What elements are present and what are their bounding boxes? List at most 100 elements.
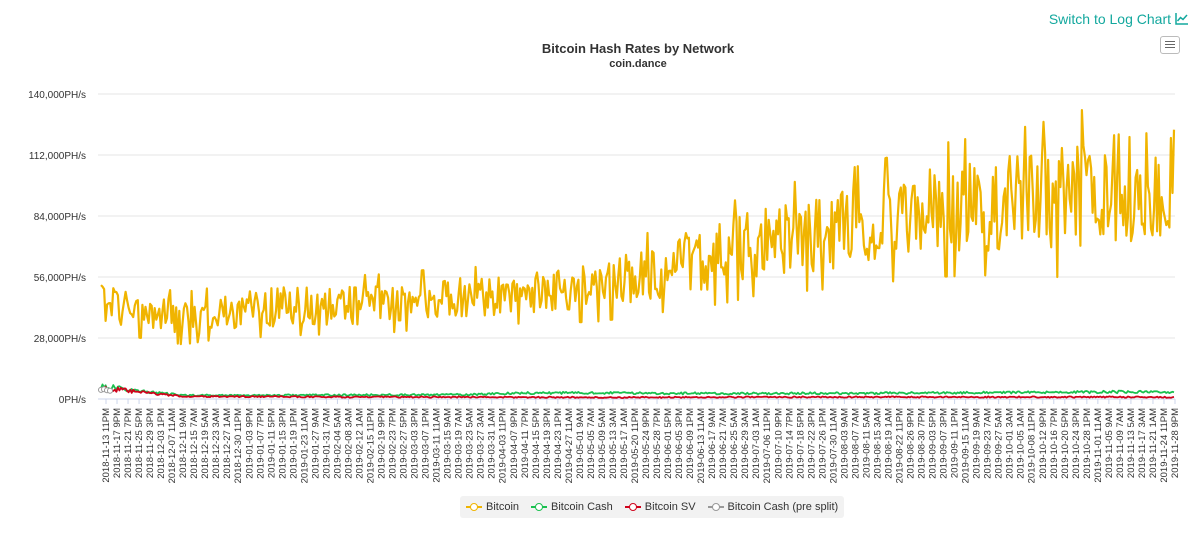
- x-tick-label: 2019-07-06 11PM: [762, 408, 773, 483]
- legend-item-bitcoin-cash-pre-split[interactable]: Bitcoin Cash (pre split): [707, 501, 839, 513]
- x-tick-label: 2019-10-05 1AM: [1016, 408, 1027, 479]
- x-tick-label: 2019-10-08 11PM: [1027, 408, 1038, 483]
- x-tick-label: 2019-08-03 9AM: [839, 408, 850, 479]
- x-tick-label: 2019-02-27 5PM: [399, 408, 410, 479]
- x-tick-label: 2019-03-27 3AM: [476, 408, 487, 479]
- x-tick-label: 2019-05-13 3AM: [608, 408, 619, 479]
- x-tick-label: 2019-08-11 5AM: [861, 408, 872, 478]
- x-tick-label: 2019-02-19 9PM: [377, 408, 388, 479]
- legend-symbol-icon: [531, 502, 548, 512]
- x-tick-label: 2019-02-04 5AM: [332, 408, 343, 479]
- log-link-label: Switch to Log Chart: [1048, 11, 1171, 27]
- legend-label: Bitcoin SV: [644, 501, 696, 513]
- legend-label: Bitcoin Cash (pre split): [727, 501, 839, 513]
- y-tick-label: 112,000PH/s: [29, 151, 86, 162]
- x-tick-label: 2019-03-23 5AM: [465, 408, 476, 479]
- x-tick-label: 2019-06-01 5PM: [663, 408, 674, 479]
- x-tick-label: 2019-07-10 9PM: [773, 408, 784, 479]
- x-tick-label: 2019-10-20 5PM: [1060, 408, 1071, 479]
- x-tick-label: 2019-05-24 9PM: [641, 408, 652, 479]
- legend-item-bitcoin[interactable]: Bitcoin: [466, 501, 519, 513]
- x-tick-label: 2019-09-03 5PM: [928, 408, 939, 479]
- line-chart-icon: [1175, 13, 1189, 25]
- x-tick-label: 2019-04-03 11PM: [498, 408, 509, 483]
- x-tick-label: 2019-02-08 3AM: [343, 408, 354, 479]
- x-tick-label: 2019-06-29 3AM: [740, 408, 751, 479]
- x-tick-label: 2018-11-13 11PM: [101, 408, 112, 483]
- x-tick-label: 2019-10-28 1PM: [1082, 408, 1093, 479]
- x-tick-label: 2019-10-16 7PM: [1049, 408, 1060, 479]
- x-tick-label: 2018-12-11 9AM: [178, 408, 189, 478]
- x-tick-label: 2018-12-27 1AM: [222, 408, 233, 479]
- x-tick-label: 2019-07-18 5PM: [795, 408, 806, 479]
- x-tick-label: 2019-08-07 7AM: [850, 408, 861, 479]
- y-tick-label: 84,000PH/s: [34, 212, 86, 223]
- x-tick-label: 2019-11-05 9AM: [1104, 408, 1115, 478]
- x-tick-label: 2019-03-31 1AM: [487, 408, 498, 479]
- x-tick-label: 2018-11-29 3PM: [145, 408, 156, 478]
- legend-symbol-icon: [707, 502, 724, 512]
- series-line-bitcoin-sv[interactable]: [100, 385, 1175, 399]
- x-tick-label: 2019-07-26 1PM: [817, 408, 828, 479]
- legend-item-bitcoin-cash[interactable]: Bitcoin Cash: [531, 501, 613, 513]
- x-tick-label: 2019-01-03 9PM: [244, 408, 255, 479]
- pre-split-point: [107, 387, 113, 394]
- chart-legend: Bitcoin Bitcoin Cash Bitcoin SV Bitcoin Cas…: [460, 496, 845, 518]
- x-tick-label: 2019-01-11 5PM: [266, 408, 277, 478]
- x-tick-label: 2019-01-15 3PM: [277, 408, 288, 479]
- x-tick-label: 2018-12-15 7AM: [189, 408, 200, 479]
- x-tick-label: 2019-05-09 5AM: [597, 408, 608, 479]
- x-tick-label: 2018-11-25 5PM: [134, 408, 145, 478]
- x-tick-label: 2019-04-11 7PM: [520, 408, 531, 478]
- x-tick-label: 2019-04-19 3PM: [542, 408, 553, 479]
- x-tick-label: 2019-03-03 3PM: [410, 408, 421, 479]
- x-tick-label: 2019-10-01 3AM: [1005, 408, 1016, 479]
- x-tick-label: 2019-09-15 11AM: [961, 408, 972, 483]
- y-tick-label: 56,000PH/s: [34, 273, 86, 284]
- legend-item-bitcoin-sv[interactable]: Bitcoin SV: [624, 501, 696, 513]
- x-tick-label: 2019-01-19 1PM: [288, 408, 299, 479]
- x-tick-label: 2018-11-17 9PM: [112, 408, 123, 478]
- x-tick-label: 2019-08-26 9PM: [906, 408, 917, 479]
- series-line-bitcoin[interactable]: [100, 109, 1176, 346]
- x-tick-label: 2019-01-23 11AM: [299, 408, 310, 483]
- x-tick-label: 2019-11-01 11AM: [1093, 408, 1104, 483]
- x-tick-label: 2019-04-15 5PM: [531, 408, 542, 479]
- legend-symbol-icon: [466, 502, 482, 512]
- x-tick-label: 2019-07-22 3PM: [806, 408, 817, 479]
- legend-label: Bitcoin Cash: [551, 501, 613, 513]
- y-tick-label: 140,000PH/s: [28, 90, 86, 101]
- x-tick-label: 2019-09-19 9AM: [972, 408, 983, 479]
- x-tick-label: 2019-05-17 1AM: [619, 408, 630, 479]
- x-tick-label: 2019-11-17 3AM: [1137, 408, 1148, 478]
- x-tick-label: 2019-11-28 9PM: [1170, 408, 1181, 478]
- x-tick-label: 2019-11-13 5AM: [1126, 408, 1137, 478]
- x-tick-label: 2019-05-05 7AM: [586, 408, 597, 479]
- x-tick-label: 2019-08-19 1AM: [883, 408, 894, 479]
- x-tick-label: 2019-04-23 1PM: [553, 408, 564, 479]
- x-tick-label: 2018-12-07 11AM: [167, 408, 178, 483]
- x-tick-label: 2019-05-01 9AM: [575, 408, 586, 479]
- chart-subtitle: coin.dance: [609, 58, 667, 70]
- x-tick-label: 2019-01-31 7AM: [321, 408, 332, 479]
- y-tick-label: 28,000PH/s: [34, 334, 86, 345]
- x-tick-label: 2018-12-19 5AM: [200, 408, 211, 479]
- hamburger-menu-icon[interactable]: [1160, 36, 1180, 54]
- x-tick-label: 2019-09-07 3PM: [939, 408, 950, 479]
- x-tick-label: 2018-11-21 7PM: [123, 408, 134, 478]
- x-tick-label: 2019-10-12 9PM: [1038, 408, 1049, 479]
- x-tick-label: 2019-05-28 7PM: [652, 408, 663, 479]
- x-tick-label: 2019-11-24 11PM: [1159, 408, 1170, 483]
- series-line-bitcoin-cash[interactable]: [100, 383, 1175, 398]
- x-tick-label: 2019-07-30 11AM: [828, 408, 839, 483]
- x-tick-label: 2019-06-13 11AM: [696, 408, 707, 483]
- x-tick-label: 2019-09-23 7AM: [983, 408, 994, 479]
- x-tick-label: 2019-02-15 11PM: [365, 408, 376, 483]
- x-tick-label: 2019-02-23 7PM: [388, 408, 399, 479]
- switch-to-log-chart-link[interactable]: Switch to Log Chart: [1049, 11, 1189, 27]
- x-tick-label: 2019-04-27 11AM: [564, 408, 575, 483]
- x-tick-label: 2019-07-03 1AM: [751, 408, 762, 479]
- y-tick-label: 0PH/s: [59, 395, 86, 406]
- x-tick-label: 2019-09-27 5AM: [994, 408, 1005, 479]
